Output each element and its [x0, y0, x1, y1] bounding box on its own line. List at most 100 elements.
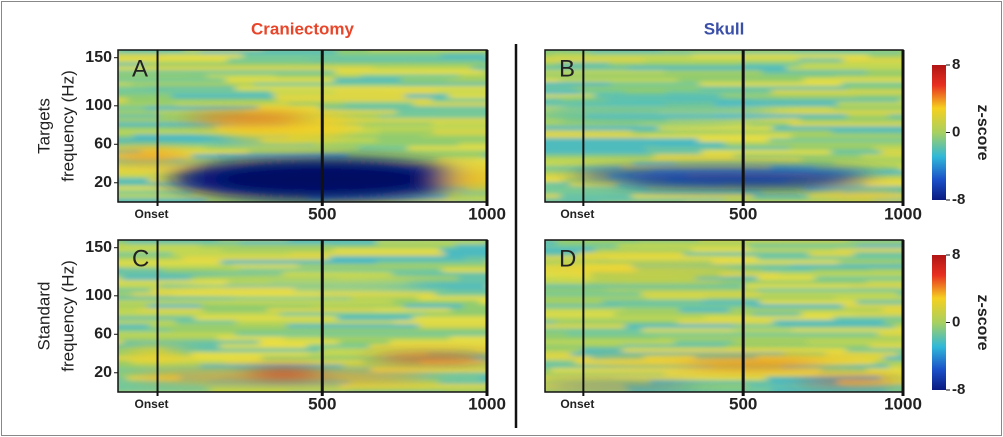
heatmap-cell	[859, 240, 903, 245]
heatmap-cell	[759, 300, 857, 305]
heatmap-cell	[118, 324, 150, 330]
heatmap-cell	[309, 328, 409, 334]
heatmap-cell	[632, 162, 676, 167]
heatmap-cell	[582, 348, 623, 353]
heatmap-cell	[574, 316, 705, 322]
heatmap-cell	[761, 70, 867, 77]
heatmap-cell	[790, 264, 903, 271]
heatmap-cell	[118, 162, 120, 169]
heatmap-cell	[545, 308, 624, 313]
heatmap-cell	[403, 304, 463, 311]
heatmap-cell	[488, 284, 538, 291]
heatmap-cell	[545, 74, 548, 81]
heatmap-cell	[274, 94, 406, 100]
colorbar-tick-label: 8	[952, 246, 960, 263]
heatmap-cell	[757, 276, 815, 283]
heatmap-cell	[861, 154, 903, 160]
y-axis-label: Standard	[34, 282, 53, 351]
heatmap-cell	[856, 244, 903, 249]
heatmap-cell	[275, 74, 361, 81]
heatmap-stripes	[545, 240, 903, 392]
heatmap-cell	[545, 162, 633, 168]
x-tick-label: 500	[729, 394, 757, 413]
heatmap-cell	[200, 50, 337, 55]
heatmap-cell	[399, 82, 487, 89]
heatmap-cell	[869, 268, 903, 273]
heatmap-cell	[118, 170, 216, 176]
y-tick-label: 20	[94, 364, 112, 381]
heatmap-cell	[118, 364, 201, 370]
heatmap-cell	[118, 174, 222, 181]
heatmap-cell	[801, 158, 903, 165]
heatmap-cell	[836, 102, 903, 107]
heatmap-cell	[446, 194, 487, 199]
heatmap-cell	[545, 126, 659, 133]
heatmap-cell	[654, 154, 735, 161]
heatmap-cell	[545, 94, 595, 99]
heatmap-cell	[194, 356, 262, 362]
heatmap-cell	[458, 276, 487, 283]
heatmap-cell	[118, 380, 208, 387]
heatmap-cell	[126, 240, 240, 245]
y-tick-label: 150	[85, 49, 112, 66]
heatmap-cell	[856, 300, 903, 307]
heatmap-cell	[545, 182, 570, 187]
heatmap-cell	[545, 142, 552, 147]
heatmap-cell	[147, 86, 236, 91]
heatmap-cell	[573, 86, 700, 92]
heatmap-cell	[751, 304, 843, 309]
heatmap-cell	[664, 372, 765, 377]
heatmap-cell	[605, 288, 757, 293]
heatmap-cell	[897, 352, 903, 357]
heatmap-cell	[545, 62, 559, 68]
heatmap-cell	[545, 280, 589, 286]
heatmap-cell	[791, 328, 903, 333]
heatmap-cell	[711, 260, 840, 267]
heatmap-cell	[141, 150, 249, 155]
heatmap-blob	[244, 367, 325, 380]
heatmap-cell	[450, 308, 487, 314]
heatmap-cell	[589, 122, 640, 127]
heatmap-cell	[832, 106, 903, 113]
heatmap-cell	[309, 352, 428, 357]
heatmap-cell	[118, 70, 190, 75]
heatmap-cell	[885, 388, 903, 392]
heatmap-cell	[632, 130, 674, 135]
heatmap-cell	[449, 336, 487, 342]
panel-label: A	[132, 55, 148, 82]
heatmap-cell	[118, 312, 132, 317]
heatmap-cell	[483, 154, 487, 160]
heatmap-cell	[545, 296, 648, 302]
heatmap-cell	[545, 312, 615, 317]
heatmap-cell	[253, 82, 400, 89]
heatmap-cell	[122, 102, 176, 107]
heatmap-cell	[389, 340, 487, 347]
heatmap-cell	[118, 280, 228, 285]
heatmap-cell	[779, 324, 895, 331]
heatmap-cell	[614, 312, 752, 317]
heatmap-cell	[155, 110, 246, 115]
heatmap-cell	[623, 308, 680, 313]
heatmap-cell	[321, 348, 473, 355]
heatmap-cell	[433, 130, 487, 136]
heatmap-cell	[118, 98, 128, 105]
heatmap-cell	[183, 158, 239, 163]
heatmap-cell	[756, 288, 903, 293]
colorbar-tick-label: 0	[952, 123, 960, 140]
heatmap-cell	[287, 122, 433, 127]
heatmap-cell	[619, 304, 752, 310]
heatmap-cell	[445, 162, 487, 169]
heatmap-cell	[408, 328, 487, 333]
heatmap-cell	[331, 244, 455, 251]
y-tick-label: 150	[85, 239, 112, 256]
heatmap-cell	[563, 178, 668, 184]
heatmap-cell	[118, 82, 132, 89]
heatmap-cell	[151, 288, 204, 295]
heatmap-cell	[175, 320, 237, 327]
heatmap-cell	[733, 328, 792, 334]
heatmap-cell	[791, 134, 857, 140]
heatmap-cell	[883, 356, 903, 361]
heatmap-cell	[888, 364, 903, 370]
x-tick-label: 1000	[884, 394, 922, 413]
colorbar-label: z-score	[974, 104, 991, 160]
